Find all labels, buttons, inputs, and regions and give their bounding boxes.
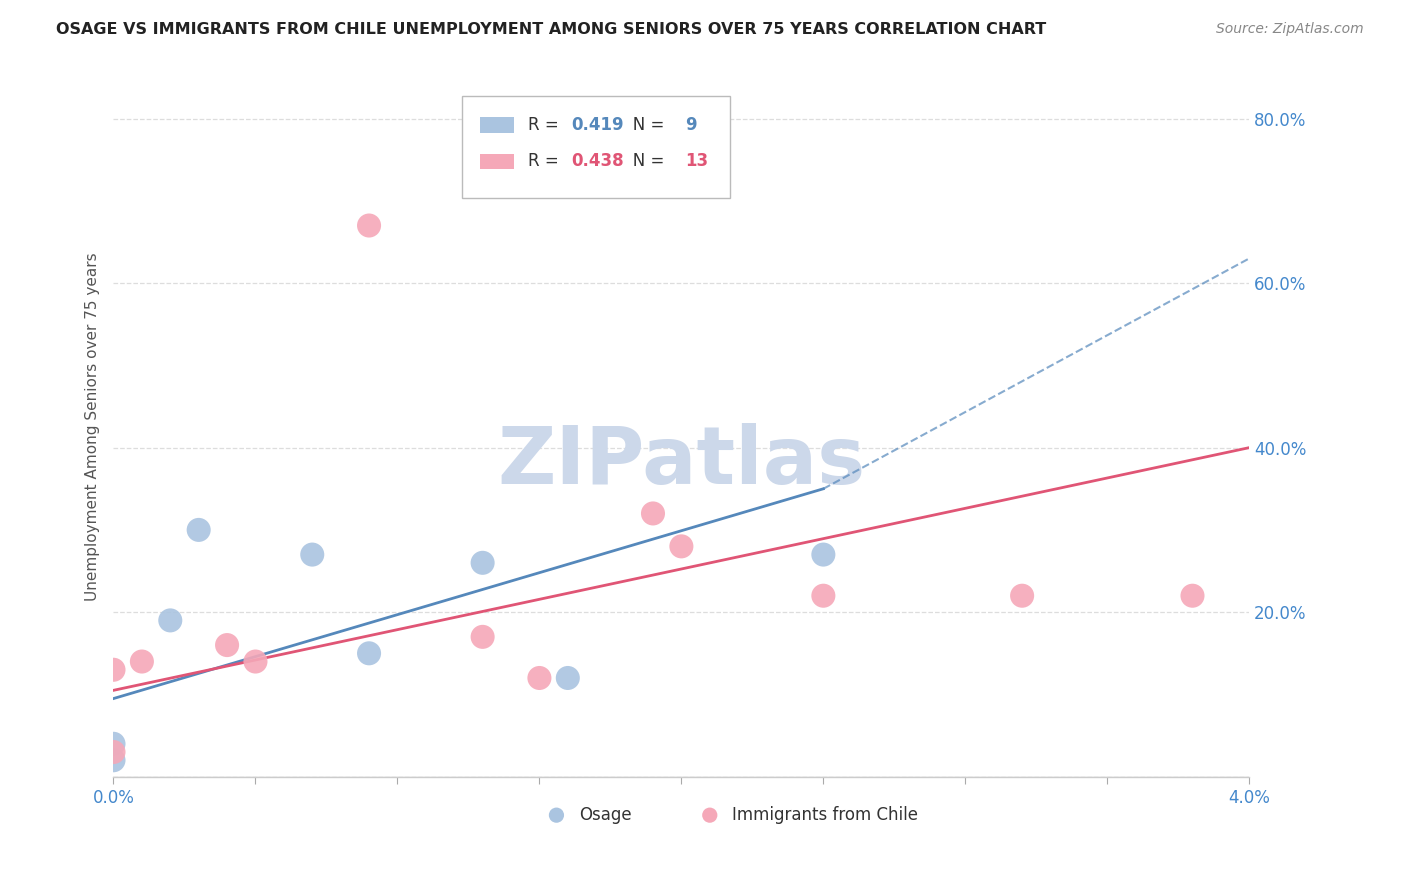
Point	[131, 655, 153, 669]
Point	[671, 540, 693, 554]
Point	[529, 671, 551, 685]
Point	[245, 655, 267, 669]
Text: 13: 13	[685, 153, 707, 170]
Point	[557, 671, 579, 685]
Text: Osage: Osage	[579, 806, 631, 824]
Point	[103, 737, 125, 751]
Point	[641, 507, 664, 521]
FancyBboxPatch shape	[481, 153, 515, 169]
Point	[1181, 589, 1204, 603]
Text: Source: ZipAtlas.com: Source: ZipAtlas.com	[1216, 22, 1364, 37]
Text: OSAGE VS IMMIGRANTS FROM CHILE UNEMPLOYMENT AMONG SENIORS OVER 75 YEARS CORRELAT: OSAGE VS IMMIGRANTS FROM CHILE UNEMPLOYM…	[56, 22, 1046, 37]
Point	[103, 663, 125, 677]
Point	[103, 753, 125, 767]
Point	[217, 638, 239, 652]
Text: R =: R =	[529, 116, 564, 134]
Text: R =: R =	[529, 153, 564, 170]
Point	[813, 589, 835, 603]
Point	[187, 523, 209, 537]
Point	[1011, 589, 1033, 603]
Point	[471, 556, 494, 570]
Point	[301, 548, 323, 562]
Text: 0.419: 0.419	[571, 116, 624, 134]
FancyBboxPatch shape	[463, 96, 730, 198]
Point	[471, 630, 494, 644]
Text: N =: N =	[617, 116, 669, 134]
Point	[159, 614, 181, 628]
Point	[357, 646, 380, 660]
Text: 0.438: 0.438	[571, 153, 624, 170]
Text: 9: 9	[685, 116, 696, 134]
FancyBboxPatch shape	[481, 118, 515, 133]
Text: Immigrants from Chile: Immigrants from Chile	[733, 806, 918, 824]
Y-axis label: Unemployment Among Seniors over 75 years: Unemployment Among Seniors over 75 years	[86, 252, 100, 601]
Text: ZIPatlas: ZIPatlas	[498, 423, 866, 501]
Point	[103, 745, 125, 759]
Point	[813, 548, 835, 562]
Text: N =: N =	[617, 153, 669, 170]
Point	[357, 219, 380, 233]
